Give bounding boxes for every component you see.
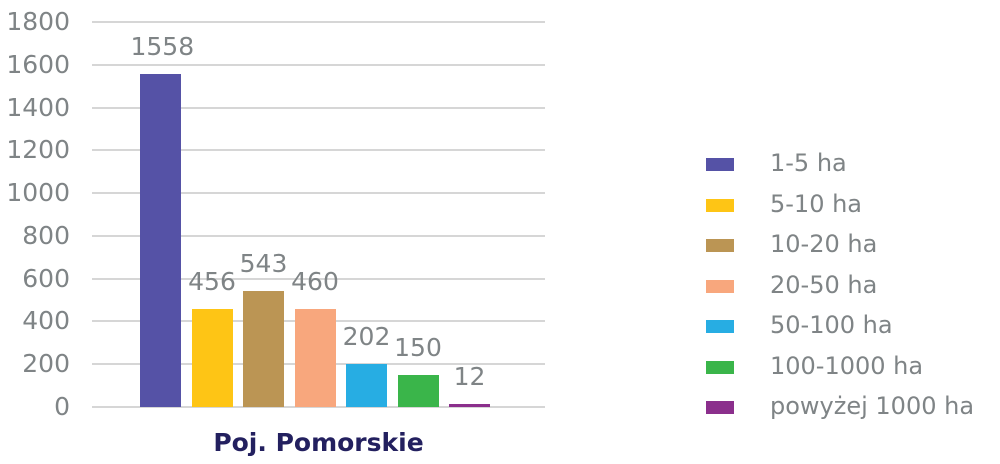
legend-label: 5-10 ha xyxy=(770,189,863,218)
bar xyxy=(397,374,439,407)
bar xyxy=(449,404,490,407)
gridline xyxy=(92,277,545,280)
legend-swatch xyxy=(706,158,734,171)
bar xyxy=(346,363,387,407)
gridline xyxy=(92,192,545,195)
gridline xyxy=(92,106,545,109)
gridline xyxy=(92,234,545,237)
gridline xyxy=(92,149,545,152)
y-tick-label: 400 xyxy=(22,306,70,336)
y-tick-label: 600 xyxy=(22,263,70,293)
bar xyxy=(243,290,284,407)
legend-swatch xyxy=(706,401,734,414)
legend-label: powyżej 1000 ha xyxy=(770,392,975,420)
legend-label: 10-20 ha xyxy=(770,230,878,258)
gridline xyxy=(92,63,545,66)
y-tick-label: 1800 xyxy=(6,7,70,36)
legend-swatch xyxy=(706,360,734,374)
data-label: 150 xyxy=(394,332,442,362)
data-label: 543 xyxy=(239,248,288,278)
y-tick-label: 1400 xyxy=(6,92,70,122)
bar xyxy=(140,73,181,407)
y-tick-label: 200 xyxy=(22,349,70,379)
y-tick-label: 1600 xyxy=(6,49,70,79)
legend-label: 100-1000 ha xyxy=(770,351,924,380)
legend-label: 50-100 ha xyxy=(770,311,893,339)
x-axis-label: Poj. Pomorskie xyxy=(213,428,424,457)
data-label: 202 xyxy=(342,321,391,351)
legend-label: 20-50 ha xyxy=(770,270,878,299)
bar xyxy=(191,309,233,407)
y-tick-label: 800 xyxy=(22,220,70,250)
legend-swatch xyxy=(706,239,734,252)
data-label: 460 xyxy=(291,266,339,296)
gridline xyxy=(92,406,545,408)
data-label: 12 xyxy=(453,362,486,392)
data-label: 456 xyxy=(188,267,236,297)
legend-swatch xyxy=(706,320,734,333)
bar xyxy=(294,308,336,407)
legend-swatch xyxy=(706,279,734,293)
gridline xyxy=(92,21,545,23)
data-label: 1558 xyxy=(130,31,195,61)
legend-label: 1-5 ha xyxy=(770,149,847,177)
legend-swatch xyxy=(706,198,734,212)
y-tick-label: 0 xyxy=(54,392,70,421)
y-tick-label: 1000 xyxy=(6,178,70,208)
y-tick-label: 1200 xyxy=(6,135,70,165)
